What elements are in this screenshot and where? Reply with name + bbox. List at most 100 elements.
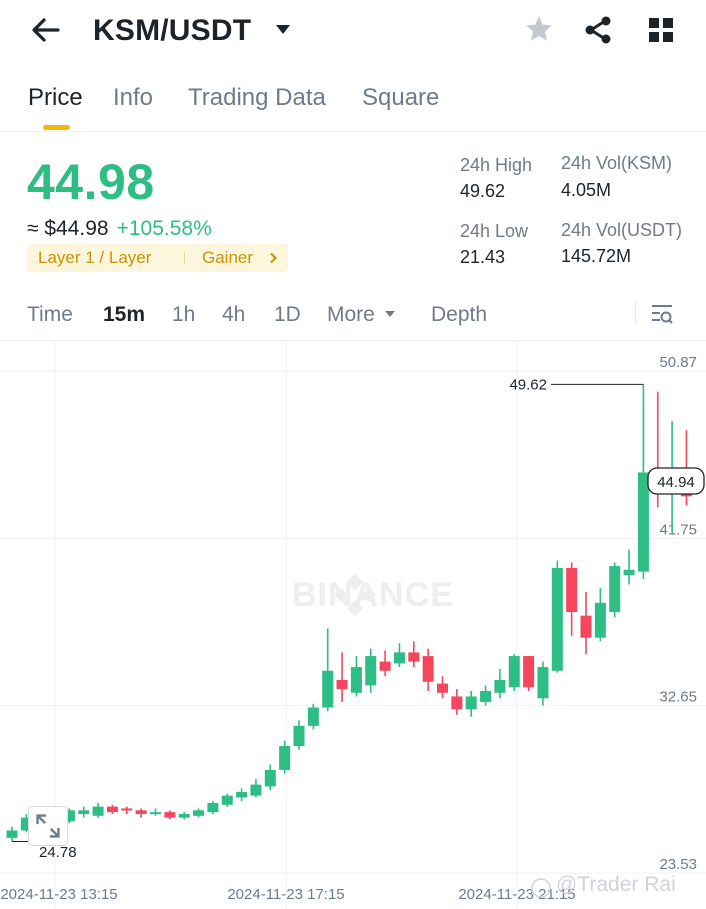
chevron-right-icon bbox=[270, 252, 277, 264]
binance-logo-watermark-icon bbox=[333, 573, 377, 617]
candle-body bbox=[63, 810, 75, 822]
active-tab-indicator bbox=[43, 125, 70, 130]
candle-body bbox=[508, 656, 520, 688]
pair-title[interactable]: KSM/USDT bbox=[93, 14, 252, 47]
low-value: 21.43 bbox=[460, 247, 506, 267]
candle-body bbox=[279, 746, 291, 770]
x-tick-label: 2024-11-23 21:15 bbox=[458, 886, 575, 903]
tab-price[interactable]: Price bbox=[28, 84, 83, 111]
credit-logo-icon bbox=[531, 878, 551, 898]
candle-body bbox=[307, 707, 319, 726]
candle-body bbox=[551, 567, 563, 671]
back-arrow-icon[interactable] bbox=[30, 16, 62, 44]
candle-body bbox=[221, 795, 233, 805]
vol-base-label: 24h Vol(KSM) bbox=[561, 153, 673, 173]
candle-body bbox=[207, 802, 219, 813]
candle-body bbox=[20, 817, 32, 831]
tab-info[interactable]: Info bbox=[113, 84, 154, 111]
credit-watermark: @Trader Rai bbox=[556, 873, 676, 896]
y-tick-label: 41.75 bbox=[659, 521, 697, 538]
candle-body bbox=[465, 696, 477, 710]
candle-body bbox=[480, 690, 492, 702]
vol-quote-label: 24h Vol(USDT) bbox=[561, 220, 683, 240]
low-label: 24h Low bbox=[460, 221, 529, 241]
watermark-text: BINANCE bbox=[292, 576, 454, 614]
expand-icon bbox=[36, 814, 60, 838]
candle-body bbox=[537, 667, 549, 699]
candle-body bbox=[78, 810, 90, 814]
candle-body bbox=[121, 808, 133, 811]
high-value: 49.62 bbox=[460, 181, 506, 201]
dropdown-caret-icon[interactable] bbox=[274, 23, 292, 35]
candle-body bbox=[393, 652, 405, 664]
vertical-separator bbox=[635, 301, 636, 325]
top-bar: KSM/USDT bbox=[0, 0, 706, 64]
candlestick-chart[interactable]: 50.87 41.75 32.65 23.53 2024-11-23 13:15 2024… bbox=[0, 341, 706, 909]
y-tick-label: 23.53 bbox=[659, 856, 697, 873]
candle-body bbox=[580, 615, 592, 638]
tag-separator bbox=[184, 252, 185, 264]
candle-body bbox=[92, 806, 104, 816]
candle-body bbox=[379, 661, 391, 671]
fullscreen-button[interactable] bbox=[28, 806, 68, 846]
candle-body bbox=[164, 812, 176, 818]
interval-more[interactable]: More bbox=[327, 303, 375, 326]
candle-body bbox=[336, 679, 348, 690]
candle-body bbox=[135, 810, 147, 814]
candle-body bbox=[293, 725, 305, 747]
candle-body bbox=[494, 679, 506, 693]
vol-base-value: 4.05M bbox=[561, 180, 612, 200]
tab-square[interactable]: Square bbox=[362, 84, 440, 111]
candle-body bbox=[236, 791, 248, 798]
candle-body bbox=[6, 830, 18, 838]
y-tick-label: 32.65 bbox=[659, 689, 697, 706]
grid-menu-icon[interactable] bbox=[648, 17, 674, 43]
candle-body bbox=[422, 656, 434, 682]
candle-body bbox=[637, 472, 649, 572]
interval-1h[interactable]: 1h bbox=[172, 303, 196, 326]
candle-body bbox=[350, 667, 362, 693]
change-percent: +105.58% bbox=[116, 217, 212, 240]
min-marker-label: 24.78 bbox=[39, 844, 77, 861]
last-price: 44.98 bbox=[27, 154, 155, 210]
x-tick-label: 2024-11-23 13:15 bbox=[0, 886, 117, 903]
star-icon[interactable] bbox=[524, 14, 554, 44]
more-caret-icon[interactable] bbox=[384, 310, 396, 318]
vol-quote-value: 145.72M bbox=[561, 246, 632, 266]
chart-settings-icon[interactable] bbox=[650, 302, 674, 326]
tab-trading-data[interactable]: Trading Data bbox=[188, 84, 326, 111]
category-tags[interactable]: Layer 1 / Layer Gainer bbox=[27, 244, 288, 272]
candle-body bbox=[523, 656, 535, 688]
candle-body bbox=[623, 569, 635, 576]
interval-time[interactable]: Time bbox=[27, 303, 73, 326]
current-price-label: 44.94 bbox=[657, 474, 695, 491]
depth-tab[interactable]: Depth bbox=[431, 303, 488, 326]
candle-body bbox=[566, 567, 578, 612]
share-icon[interactable] bbox=[583, 15, 613, 45]
candle-body bbox=[150, 812, 161, 815]
candle-body bbox=[365, 656, 377, 686]
candle-body bbox=[264, 769, 276, 787]
candle-body bbox=[451, 696, 463, 710]
candle-body bbox=[609, 566, 621, 612]
candle-body bbox=[322, 670, 334, 708]
fiat-price: ≈ $44.98 bbox=[27, 217, 109, 240]
candle-body bbox=[250, 784, 262, 796]
x-tick-label: 2024-11-23 17:15 bbox=[227, 886, 344, 903]
divider bbox=[0, 340, 706, 341]
interval-15m[interactable]: 15m bbox=[103, 303, 146, 326]
candle-body bbox=[594, 602, 606, 638]
candle-body bbox=[193, 810, 205, 816]
current-price-box bbox=[647, 467, 705, 495]
candle-body bbox=[178, 813, 190, 818]
gainer-tag[interactable]: Gainer bbox=[202, 248, 254, 267]
interval-4h[interactable]: 4h bbox=[222, 303, 246, 326]
candle-body bbox=[106, 806, 118, 813]
y-tick-label: 50.87 bbox=[659, 354, 697, 371]
max-marker-label: 49.62 bbox=[509, 376, 547, 393]
divider bbox=[0, 131, 706, 132]
candle-body bbox=[437, 683, 448, 693]
category-tag[interactable]: Layer 1 / Layer bbox=[38, 248, 152, 267]
high-label: 24h High bbox=[460, 155, 533, 175]
interval-1d[interactable]: 1D bbox=[274, 303, 301, 326]
